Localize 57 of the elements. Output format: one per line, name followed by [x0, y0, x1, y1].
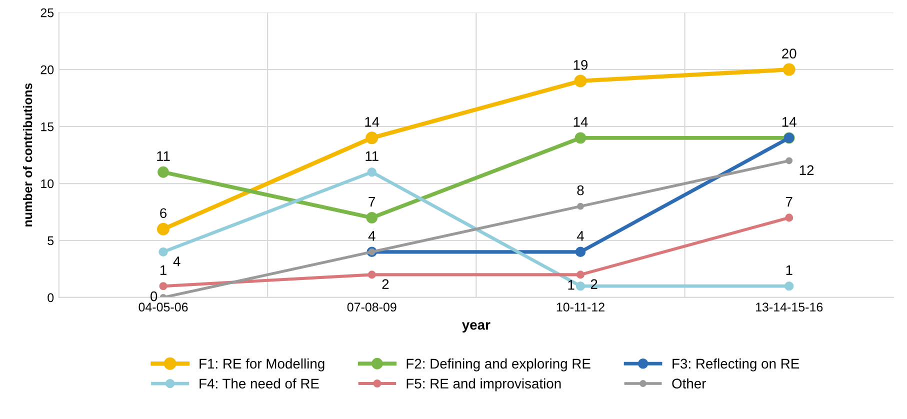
point: [574, 74, 587, 88]
point: [158, 166, 169, 178]
point: [366, 212, 378, 224]
legend-label: F3: Reflecting on RE: [672, 358, 800, 372]
point: [367, 168, 376, 177]
data-label: 20: [782, 48, 796, 58]
point: [576, 282, 586, 291]
legend-label: F4: The need of RE: [200, 378, 319, 389]
data-label: 8: [577, 185, 584, 196]
point: [366, 132, 378, 144]
data-label: 2: [590, 279, 598, 289]
data-label: 1: [786, 265, 792, 275]
point: [782, 63, 796, 76]
x-tick-label: 13-14-15-16: [756, 302, 823, 312]
data-label: 19: [574, 60, 588, 70]
point: [158, 247, 168, 256]
data-label: 14: [574, 117, 588, 127]
data-label: 7: [368, 196, 376, 206]
point: [785, 214, 794, 222]
point: [577, 202, 584, 210]
point: [574, 132, 586, 144]
y-tick-label: 20: [40, 65, 54, 74]
data-label: 4: [576, 231, 584, 241]
data-label: 7: [786, 196, 792, 206]
point: [575, 246, 586, 258]
data-label: 6: [160, 208, 167, 218]
data-label: 4: [173, 256, 180, 266]
x-tick-label: 10-11-12: [556, 302, 604, 312]
point: [784, 282, 794, 291]
y-tick-label: 15: [41, 122, 54, 132]
legend-label: Other: [672, 378, 706, 389]
data-label: 2: [382, 279, 389, 289]
point: [576, 270, 585, 279]
data-label: 14: [365, 117, 380, 127]
point: [368, 270, 376, 279]
legend-label: F1: RE for Modelling: [200, 358, 324, 372]
x-tick-label: 04-05-06: [138, 302, 188, 312]
y-tick-label: 10: [41, 179, 54, 188]
y-tick-label: 5: [48, 236, 54, 246]
data-label: 4: [368, 231, 376, 241]
data-label: 0: [150, 291, 158, 302]
data-label: 12: [800, 165, 814, 175]
data-label: 11: [157, 151, 170, 161]
legend-label: F2: Defining and exploring RE: [406, 358, 590, 372]
y-axis-title: number of contributions: [22, 83, 32, 226]
point: [786, 157, 793, 164]
x-axis-title: year: [462, 322, 490, 333]
data-label: 14: [782, 117, 796, 127]
point: [159, 282, 168, 290]
data-label: 1: [160, 265, 166, 275]
point: [157, 222, 170, 236]
data-label: 1: [568, 280, 574, 290]
data-label: 11: [366, 151, 378, 161]
x-tick-label: 07-08-09: [347, 302, 396, 312]
y-tick-label: 0: [48, 293, 54, 302]
legend-label: F5: RE and improvisation: [406, 378, 561, 392]
y-tick-label: 25: [40, 8, 54, 18]
